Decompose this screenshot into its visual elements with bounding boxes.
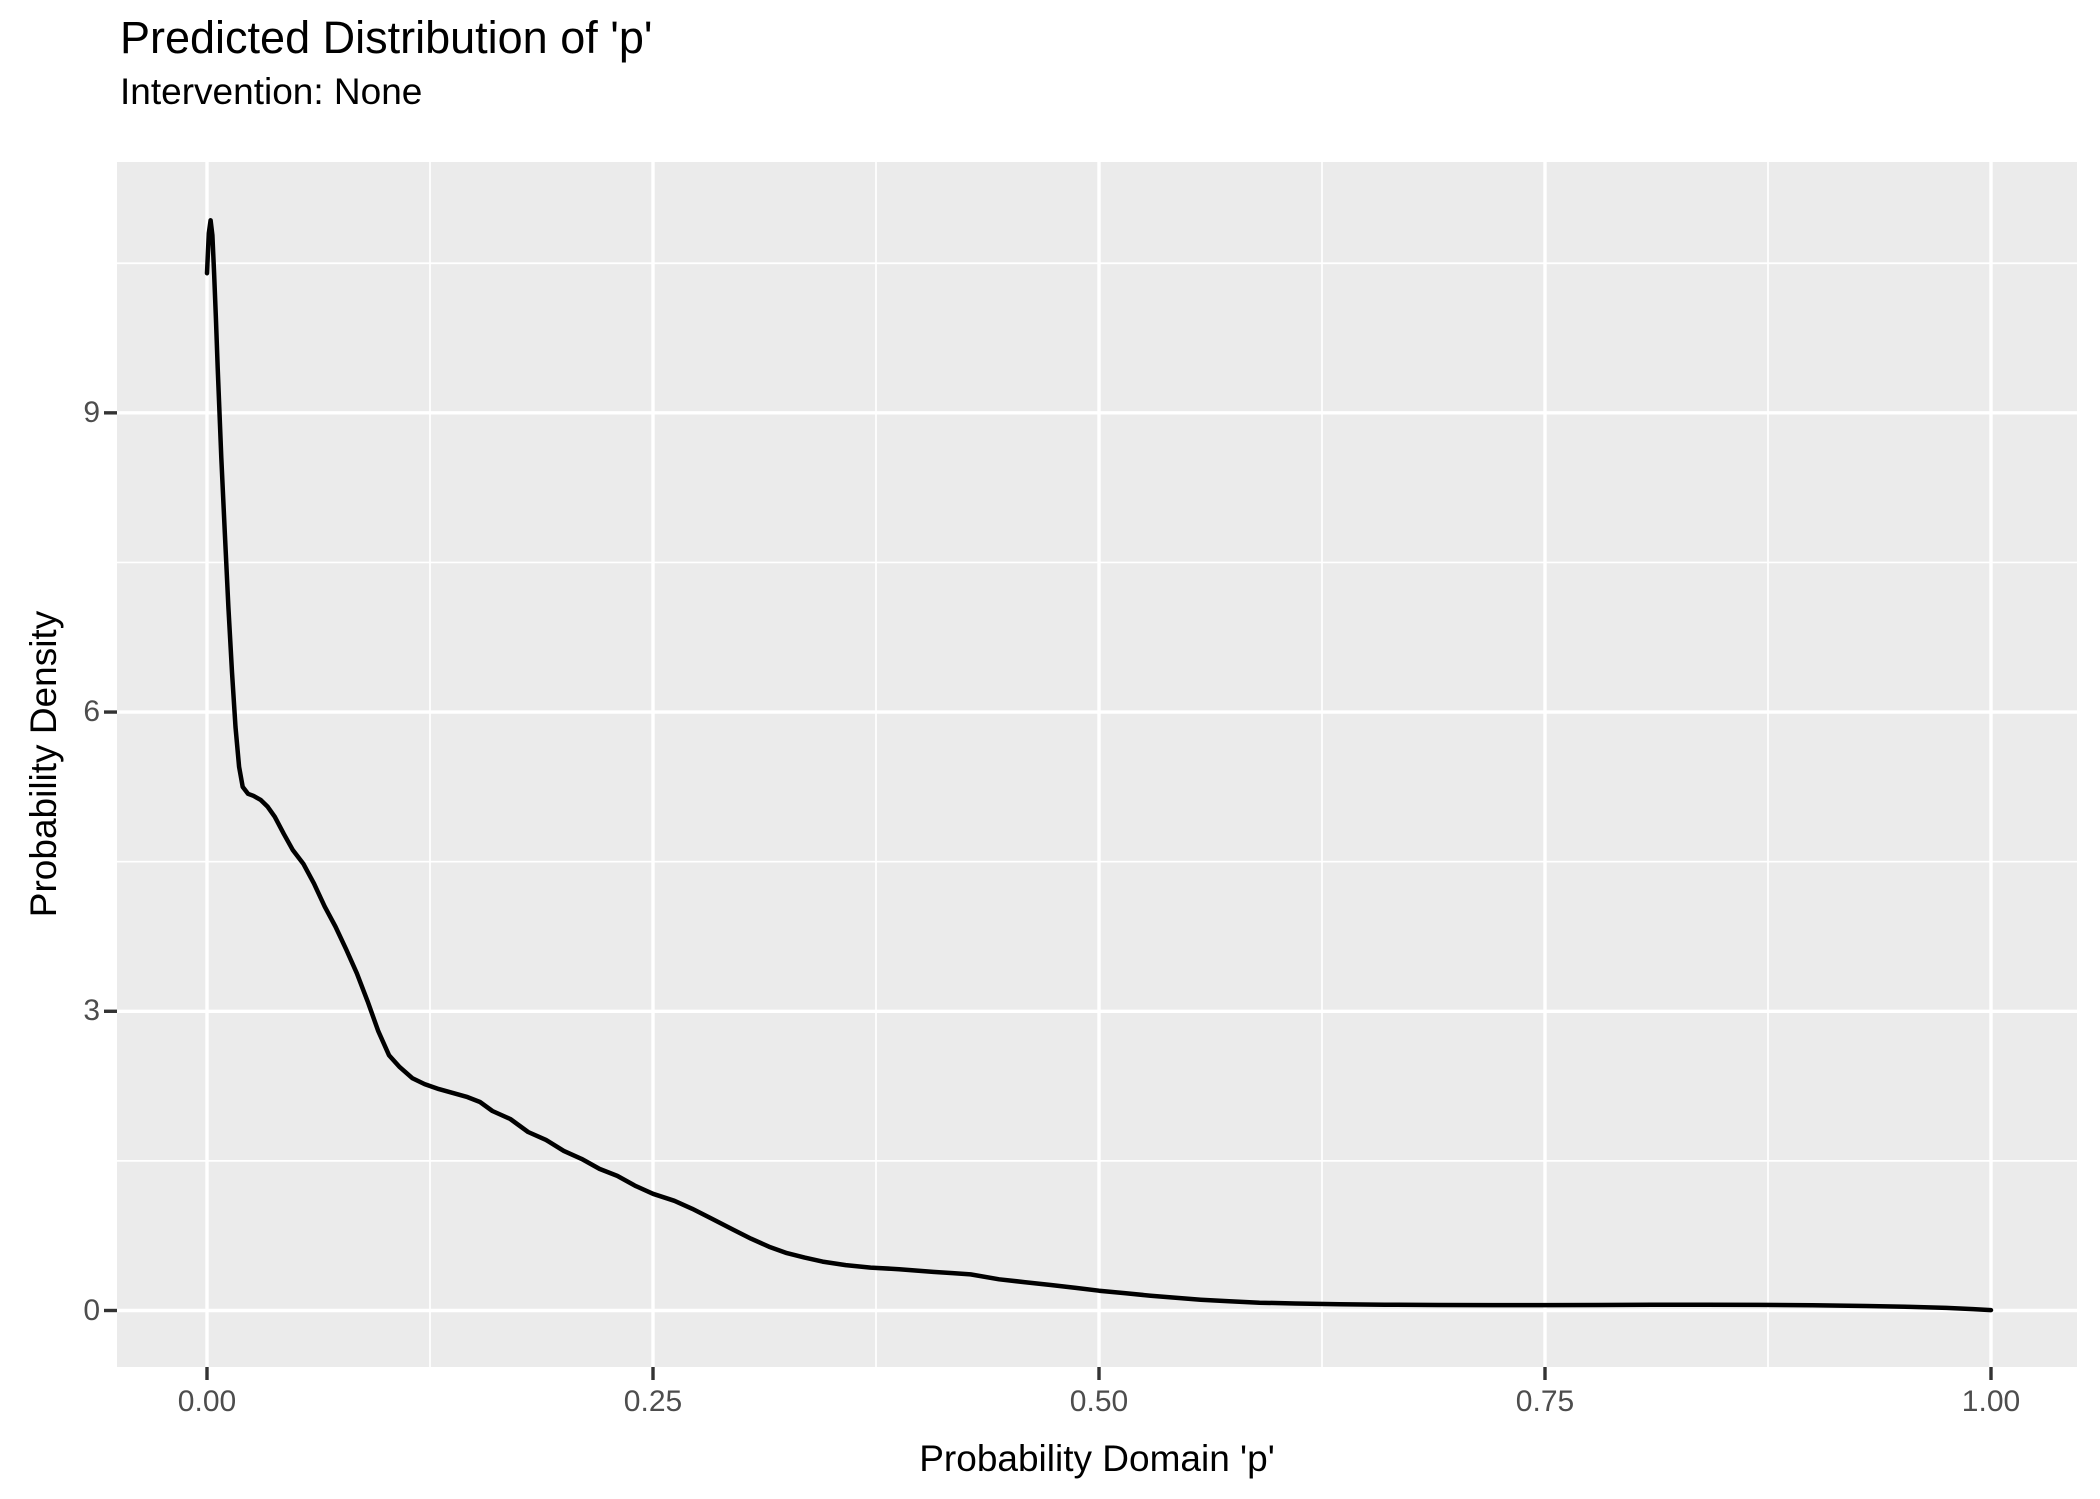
x-tick-label: 0.75 bbox=[1515, 1385, 1575, 1418]
plot-title: Predicted Distribution of 'p' bbox=[120, 12, 653, 63]
y-tick-label: 0 bbox=[83, 1293, 100, 1327]
y-tick-label: 6 bbox=[83, 695, 100, 729]
x-tick-label: 0.50 bbox=[1069, 1385, 1129, 1418]
y-axis-title: Probability Density bbox=[23, 610, 64, 918]
x-tick-label: 0.00 bbox=[177, 1385, 237, 1418]
y-tick-label: 3 bbox=[83, 994, 100, 1028]
plot-subtitle: Intervention: None bbox=[120, 71, 423, 112]
x-tick-label: 0.25 bbox=[623, 1385, 683, 1418]
density-curve bbox=[204, 218, 1994, 1313]
x-tick-label: 1.00 bbox=[1961, 1385, 2021, 1418]
x-axis-title: Probability Domain 'p' bbox=[919, 1438, 1275, 1479]
chart-panel bbox=[117, 162, 2077, 1367]
y-tick-label: 9 bbox=[83, 395, 100, 429]
